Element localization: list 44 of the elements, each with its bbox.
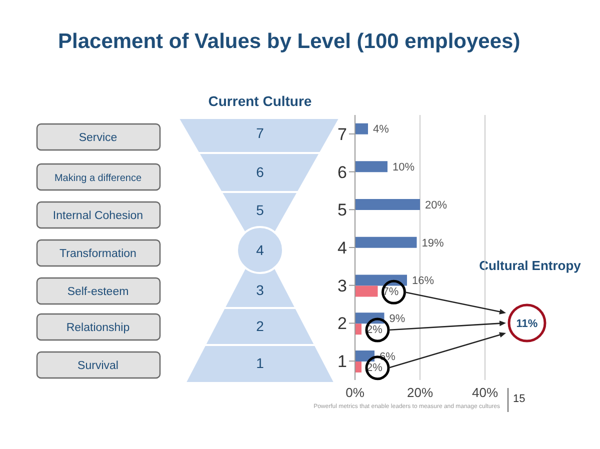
text: Internal Cohesion bbox=[52, 210, 144, 222]
text: Service bbox=[78, 132, 118, 144]
bar bbox=[355, 161, 388, 172]
annotation: Cultural Entropy bbox=[479, 258, 582, 273]
data-label: 7% bbox=[382, 286, 399, 298]
chart-title: Placement of Values by Level (100 employees) bbox=[58, 30, 520, 54]
y-tick-label: 2 bbox=[338, 314, 347, 334]
text: Relationship bbox=[66, 322, 130, 334]
bar bbox=[355, 199, 420, 210]
category-label: 3 bbox=[256, 282, 264, 298]
text: Current Culture bbox=[208, 93, 312, 109]
x-tick-label: 20% bbox=[406, 385, 434, 400]
text: 11% bbox=[516, 318, 538, 330]
data-label: 19% bbox=[422, 237, 444, 250]
x-tick-label: 0% bbox=[346, 385, 365, 400]
text: Making a difference bbox=[54, 173, 142, 184]
text: Transformation bbox=[60, 248, 136, 260]
y-tick-label: 1 bbox=[338, 352, 347, 372]
y-tick-label: 7 bbox=[338, 124, 347, 144]
category-label: 6 bbox=[256, 164, 264, 180]
data-label: 16% bbox=[412, 275, 434, 288]
category-label: 7 bbox=[256, 125, 264, 141]
bar bbox=[355, 274, 407, 286]
data-label: 4% bbox=[373, 124, 390, 136]
y-tick-label: 6 bbox=[338, 162, 347, 182]
data-label: 9% bbox=[389, 313, 406, 326]
data-label: 20% bbox=[425, 199, 448, 212]
category-label: 2 bbox=[256, 318, 264, 334]
category-label: 5 bbox=[256, 202, 264, 218]
bar bbox=[355, 324, 362, 335]
text: 15 bbox=[513, 393, 526, 405]
bar bbox=[355, 361, 362, 372]
bar bbox=[355, 286, 378, 297]
data-label: 10% bbox=[392, 162, 415, 174]
y-tick-label: 5 bbox=[338, 200, 347, 220]
text: Survival bbox=[78, 360, 118, 372]
x-tick-label: 40% bbox=[472, 385, 498, 400]
text: Self-esteem bbox=[67, 286, 129, 298]
category-label: 4 bbox=[256, 242, 264, 258]
y-tick-label: 4 bbox=[338, 238, 347, 258]
y-tick-label: 3 bbox=[338, 276, 347, 296]
bar bbox=[355, 123, 368, 134]
category-label: 1 bbox=[256, 355, 264, 371]
bar bbox=[355, 236, 417, 248]
